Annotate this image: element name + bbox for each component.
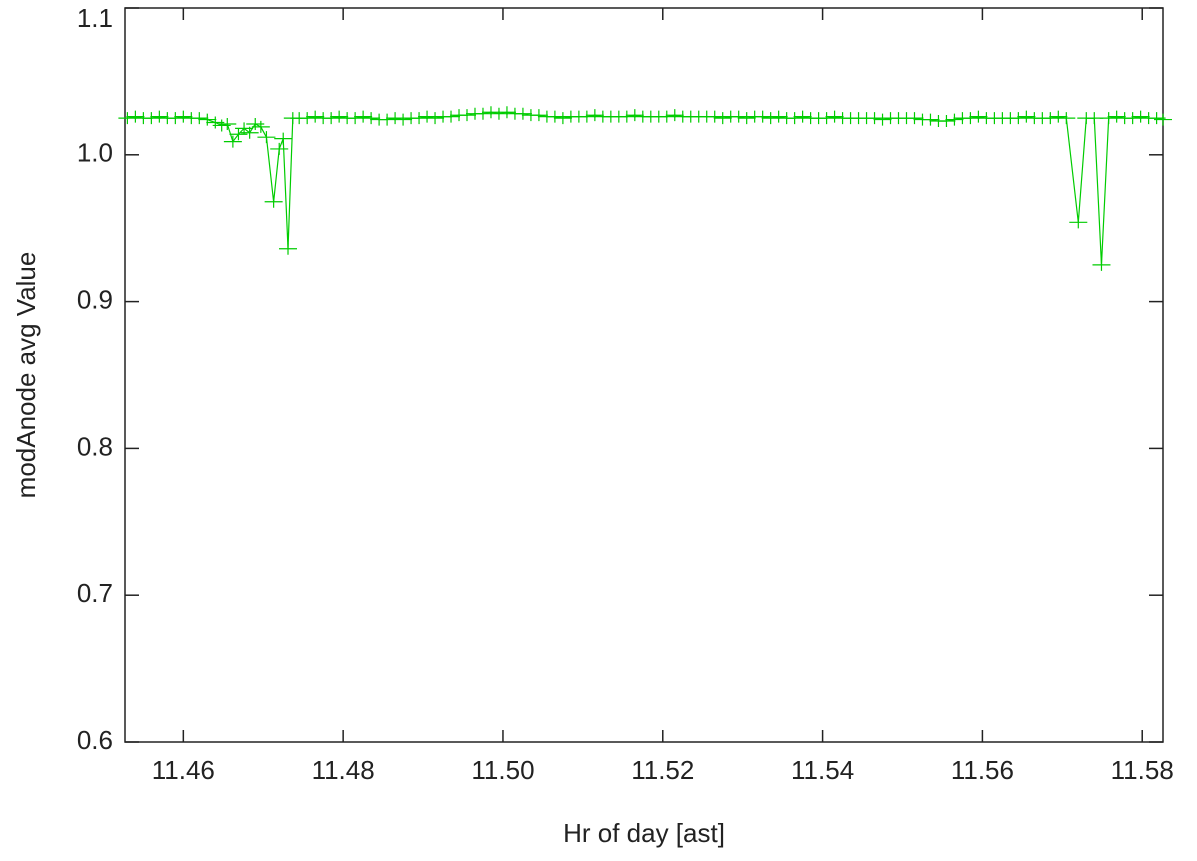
- x-tick-label: 11.54: [791, 755, 854, 785]
- data-point: [713, 112, 732, 125]
- data-point: [240, 126, 259, 139]
- data-point: [921, 113, 940, 126]
- y-tick-label: 0.7: [77, 578, 113, 608]
- data-point: [218, 117, 237, 130]
- data-point: [442, 110, 461, 123]
- data-point: [298, 112, 317, 125]
- data-point: [279, 242, 298, 255]
- data-point: [737, 112, 756, 125]
- data-point: [945, 113, 964, 126]
- data-point: [785, 112, 804, 125]
- data-point: [1107, 110, 1126, 123]
- x-tick-label: 11.50: [471, 755, 534, 785]
- data-point: [322, 112, 341, 125]
- data-point: [473, 107, 492, 120]
- data-point: [1099, 112, 1118, 125]
- data-point: [577, 110, 596, 123]
- data-point: [223, 135, 242, 148]
- data-point: [769, 110, 788, 123]
- data-point: [386, 112, 405, 125]
- data-point: [937, 115, 956, 128]
- data-point: [705, 110, 724, 123]
- data-point: [969, 110, 988, 123]
- data-point: [362, 112, 381, 125]
- data-point: [665, 109, 684, 122]
- data-point: [1131, 110, 1150, 123]
- data-point: [126, 110, 145, 123]
- data-point: [150, 110, 169, 123]
- x-tick-label: 11.58: [1111, 755, 1174, 785]
- data-point: [753, 110, 772, 123]
- x-tick-label: 11.48: [312, 755, 375, 785]
- y-tick-label: 1.1: [77, 3, 113, 33]
- data-point: [166, 112, 185, 125]
- data-point: [489, 107, 508, 120]
- data-point: [761, 112, 780, 125]
- data-point: [793, 110, 812, 123]
- y-tick-label: 0.9: [77, 284, 113, 314]
- data-point: [306, 110, 325, 123]
- data-point: [251, 120, 270, 133]
- data-point: [174, 110, 193, 123]
- data-point: [545, 110, 564, 123]
- y-axis-label: modAnode avg Value: [11, 252, 41, 499]
- data-point: [198, 113, 217, 126]
- data-point: [458, 109, 477, 122]
- data-point: [961, 112, 980, 125]
- data-point: [378, 113, 397, 126]
- data-point: [825, 110, 844, 123]
- y-tick-label: 0.8: [77, 431, 113, 461]
- data-point: [529, 109, 548, 122]
- data-point: [1017, 110, 1036, 123]
- data-point: [865, 112, 884, 125]
- data-point: [1154, 113, 1172, 126]
- plot-frame: [124, 7, 1164, 743]
- y-tick-label: 0.6: [77, 725, 113, 755]
- data-point: [905, 112, 924, 125]
- data-point: [270, 142, 289, 155]
- data-point: [1069, 216, 1088, 229]
- data-point: [1057, 112, 1076, 125]
- data-point: [330, 110, 349, 123]
- data-point: [142, 112, 161, 125]
- data-point: [426, 112, 445, 125]
- data-point: [274, 132, 293, 145]
- x-axis-label: Hr of day [ast]: [563, 818, 725, 848]
- x-tick-label: 11.46: [152, 755, 215, 785]
- data-point: [264, 195, 283, 208]
- data-point: [481, 106, 500, 119]
- data-point: [394, 113, 413, 126]
- data-point: [873, 113, 892, 126]
- data-point: [497, 106, 516, 119]
- data-point: [625, 109, 644, 122]
- data-point: [1041, 112, 1060, 125]
- data-point: [657, 110, 676, 123]
- data-point: [1092, 258, 1111, 271]
- data-point: [553, 112, 572, 125]
- data-point: [1009, 112, 1028, 125]
- data-point: [354, 110, 373, 123]
- data-point: [1123, 112, 1142, 125]
- x-tick-label: 11.56: [951, 755, 1014, 785]
- data-point: [410, 112, 429, 125]
- data-point: [118, 112, 137, 125]
- x-tick-label: 11.52: [631, 755, 694, 785]
- data-point: [817, 112, 836, 125]
- data-point: [729, 110, 748, 123]
- y-tick-label: 1.0: [77, 138, 113, 168]
- data-point: [346, 112, 365, 125]
- data-point: [1049, 110, 1068, 123]
- data-point: [190, 112, 209, 125]
- data-point: [513, 107, 532, 120]
- data-point: [257, 131, 276, 144]
- data-point: [585, 109, 604, 122]
- data-point: [418, 110, 437, 123]
- data-point: [617, 110, 636, 123]
